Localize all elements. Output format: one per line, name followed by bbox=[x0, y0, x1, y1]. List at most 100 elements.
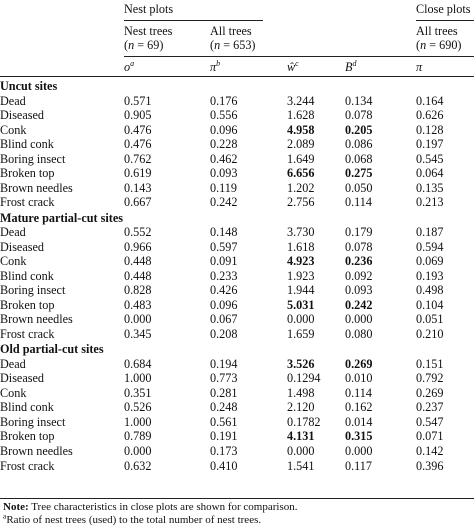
cell-label: Dead bbox=[0, 93, 26, 108]
cell-pi: 0.119 bbox=[210, 180, 237, 195]
cell-o: 0.667 bbox=[124, 195, 152, 210]
cell-b: 0.000 bbox=[345, 443, 373, 458]
cell-o: 0.448 bbox=[124, 254, 152, 269]
cell-pi-close: 0.164 bbox=[416, 93, 444, 108]
cell-label: Brown needles bbox=[0, 312, 73, 327]
cell-label: Brown needles bbox=[0, 443, 73, 458]
cell-label: Dead bbox=[0, 225, 26, 240]
cell-pi-close: 0.210 bbox=[416, 326, 444, 341]
cell-b: 0.242 bbox=[345, 297, 373, 312]
cell-label: Dead bbox=[0, 356, 26, 371]
cell-pi: 0.173 bbox=[210, 443, 238, 458]
cell-pi-close: 0.197 bbox=[416, 137, 444, 152]
cell-b: 0.014 bbox=[345, 414, 373, 429]
cell-pi: 0.561 bbox=[210, 414, 238, 429]
cell-o: 0.619 bbox=[124, 166, 152, 181]
cell-w: 2.120 bbox=[287, 400, 315, 415]
rule-header-bottom bbox=[0, 76, 474, 77]
subheader-close-all-trees: All trees bbox=[416, 24, 458, 38]
cell-w: 4.958 bbox=[287, 122, 315, 137]
cell-label: Broken top bbox=[0, 429, 55, 444]
section-title: Uncut sites bbox=[0, 79, 58, 93]
cell-pi: 0.093 bbox=[210, 166, 238, 181]
cell-pi: 0.067 bbox=[210, 312, 238, 327]
cell-w: 3.730 bbox=[287, 225, 315, 240]
cell-o: 0.448 bbox=[124, 268, 152, 283]
cell-label: Diseased bbox=[0, 239, 44, 254]
symbol-pi-close: π bbox=[416, 60, 423, 74]
cell-w: 3.244 bbox=[287, 93, 315, 108]
cell-pi-close: 0.547 bbox=[416, 414, 444, 429]
cell-b: 0.114 bbox=[345, 195, 372, 210]
cell-label: Broken top bbox=[0, 166, 55, 181]
cell-pi: 0.556 bbox=[210, 108, 238, 123]
cell-pi-close: 0.128 bbox=[416, 122, 444, 137]
cell-w: 6.656 bbox=[287, 166, 315, 181]
section-title: Old partial-cut sites bbox=[0, 342, 104, 357]
cell-pi-close: 0.792 bbox=[416, 371, 444, 386]
cell-b: 0.050 bbox=[345, 180, 373, 195]
cell-label: Blind conk bbox=[0, 137, 54, 152]
cell-o: 0.828 bbox=[124, 283, 152, 298]
table-footnote-a: aRatio of nest trees (used) to the total… bbox=[3, 511, 262, 526]
cell-b: 0.179 bbox=[345, 225, 373, 240]
cell-w: 1.498 bbox=[287, 385, 315, 400]
cell-pi: 0.208 bbox=[210, 326, 238, 341]
cell-pi-close: 0.396 bbox=[416, 458, 444, 473]
cell-label: Frost crack bbox=[0, 195, 55, 210]
cell-o: 0.526 bbox=[124, 400, 152, 415]
cell-pi-close: 0.626 bbox=[416, 108, 444, 123]
cell-b: 0.068 bbox=[345, 151, 373, 166]
cell-label: Conk bbox=[0, 385, 27, 400]
cell-o: 0.345 bbox=[124, 326, 152, 341]
cell-b: 0.134 bbox=[345, 93, 373, 108]
cell-o: 0.762 bbox=[124, 151, 152, 166]
cell-pi: 0.228 bbox=[210, 137, 238, 152]
cell-w: 4.131 bbox=[287, 429, 315, 444]
cell-b: 0.000 bbox=[345, 312, 373, 327]
cell-pi-close: 0.594 bbox=[416, 239, 444, 254]
cell-label: Boring insect bbox=[0, 151, 66, 166]
rule-subheader bbox=[124, 56, 474, 57]
cell-o: 0.351 bbox=[124, 385, 152, 400]
cell-w: 0.000 bbox=[287, 312, 315, 327]
cell-label: Broken top bbox=[0, 297, 55, 312]
cell-pi: 0.148 bbox=[210, 225, 238, 240]
cell-b: 0.114 bbox=[345, 385, 372, 400]
cell-w: 1.202 bbox=[287, 180, 315, 195]
cell-o: 0.552 bbox=[124, 225, 152, 240]
cell-pi: 0.242 bbox=[210, 195, 238, 210]
cell-b: 0.315 bbox=[345, 429, 373, 444]
cell-b: 0.092 bbox=[345, 268, 373, 283]
cell-pi-close: 0.498 bbox=[416, 283, 444, 298]
cell-b: 0.269 bbox=[345, 356, 373, 371]
cell-pi-close: 0.051 bbox=[416, 312, 444, 327]
symbol-pi: πb bbox=[210, 58, 221, 74]
cell-pi-close: 0.064 bbox=[416, 166, 444, 181]
cell-pi: 0.597 bbox=[210, 239, 238, 254]
cell-b: 0.078 bbox=[345, 108, 373, 123]
symbol-b: Bd bbox=[345, 58, 357, 74]
cell-w: 1.618 bbox=[287, 239, 315, 254]
cell-w: 0.1782 bbox=[287, 414, 321, 429]
cell-label: Diseased bbox=[0, 108, 44, 123]
cell-label: Frost crack bbox=[0, 458, 55, 473]
cell-b: 0.093 bbox=[345, 283, 373, 298]
cell-b: 0.275 bbox=[345, 166, 373, 181]
symbol-o: oa bbox=[124, 58, 135, 74]
subheader-all-trees-n: (n = 653) bbox=[210, 38, 256, 52]
header-close-plots: Close plots bbox=[416, 2, 471, 16]
cell-pi: 0.233 bbox=[210, 268, 238, 283]
cell-o: 0.571 bbox=[124, 93, 152, 108]
cell-o: 0.632 bbox=[124, 458, 152, 473]
cell-o: 0.966 bbox=[124, 239, 152, 254]
cell-pi-close: 0.193 bbox=[416, 268, 444, 283]
cell-w: 1.628 bbox=[287, 108, 315, 123]
subheader-close-all-trees-n: (n = 690) bbox=[416, 38, 462, 52]
subheader-nest-trees-n: (n = 69) bbox=[124, 38, 164, 52]
cell-label: Diseased bbox=[0, 371, 44, 386]
rule-table-bottom bbox=[0, 498, 474, 499]
cell-w: 1.923 bbox=[287, 268, 315, 283]
cell-pi: 0.410 bbox=[210, 458, 238, 473]
header-nest-plots: Nest plots bbox=[124, 2, 174, 16]
